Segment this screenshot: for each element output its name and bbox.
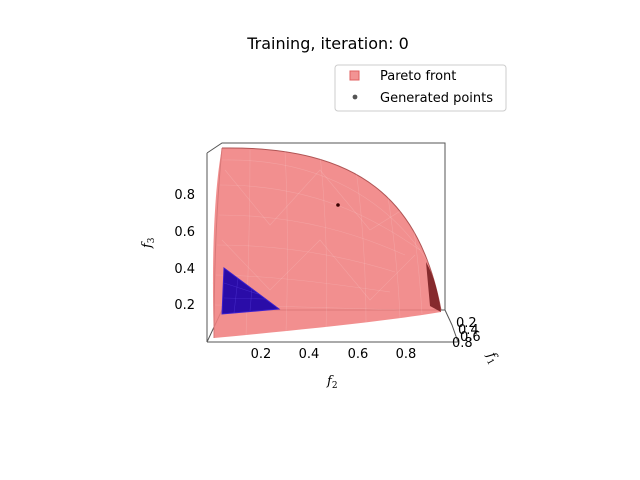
- y-axis-label: f2: [326, 374, 338, 391]
- legend-label-generated-points: Generated points: [380, 91, 493, 106]
- back-pane-edge: [206, 142, 446, 310]
- legend: Pareto front Generated points: [334, 64, 507, 112]
- legend-marker-generated-points: [352, 94, 358, 100]
- surface-outer-edge: [221, 147, 442, 311]
- x-tick-label: 0.2: [456, 316, 477, 331]
- z-tick-label: 0.2: [174, 298, 195, 313]
- surface-mesh: [214, 149, 431, 337]
- y-tick-label: 0.8: [396, 347, 417, 362]
- surface-left-edge: [213, 147, 223, 339]
- z-axis-label: f3: [140, 237, 157, 249]
- triangle-region-fill: [221, 267, 281, 315]
- pareto-front-surface: [212, 147, 442, 339]
- pareto-surface-body: [212, 147, 441, 338]
- x-tick-label: 0.8: [452, 336, 473, 351]
- z-tick-label: 0.8: [174, 188, 195, 203]
- generated-point: [336, 203, 340, 207]
- x-axis-line: [444, 309, 459, 343]
- y-axis-ticks: 0.2 0.4 0.6 0.8: [251, 347, 417, 362]
- z-axis-ticks: 0.8 0.6 0.4 0.2: [174, 188, 195, 313]
- legend-frame: [334, 64, 507, 112]
- y-tick-label: 0.6: [348, 347, 369, 362]
- x-tick-label: 0.6: [460, 330, 481, 345]
- y-tick-label: 0.2: [251, 347, 272, 362]
- x-axis-ticks: 0.2 0.4 0.6 0.8: [452, 316, 481, 351]
- legend-label-pareto-front: Pareto front: [380, 69, 456, 84]
- x-tick-label: 0.4: [458, 323, 479, 338]
- chart-title: Training, iteration: 0: [246, 34, 409, 53]
- legend-marker-pareto-front: [349, 70, 360, 81]
- z-tick-label: 0.6: [174, 225, 195, 240]
- z-tick-label: 0.4: [174, 262, 195, 277]
- surface-shadow-fold: [426, 262, 441, 312]
- triangle-region: [221, 267, 281, 315]
- y-tick-label: 0.4: [299, 347, 320, 362]
